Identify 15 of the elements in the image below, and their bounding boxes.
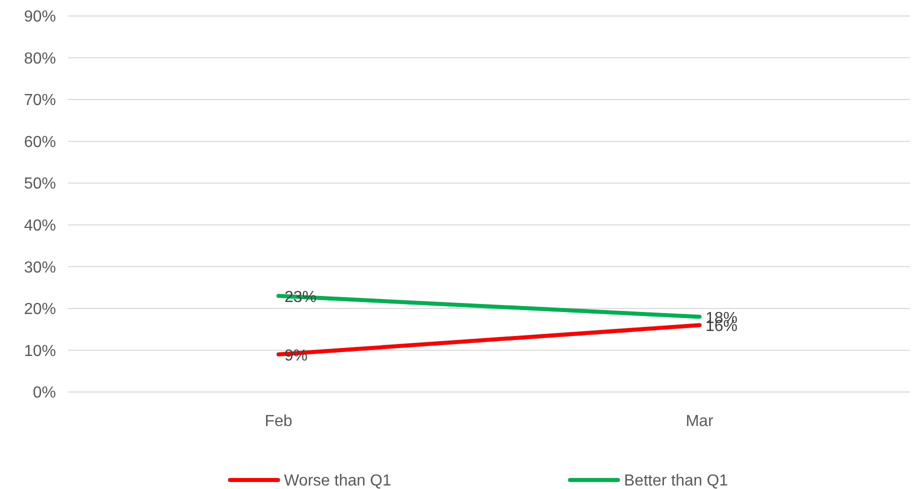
y-tick-label: 90% [24, 8, 56, 26]
y-tick-label: 0% [32, 384, 56, 402]
y-tick-label: 80% [24, 50, 56, 68]
x-tick-label: Feb [264, 413, 292, 430]
y-tick-label: 70% [24, 92, 56, 110]
y-tick-label: 50% [24, 176, 56, 193]
y-tick-label: 30% [24, 259, 56, 276]
x-tick-label: Mar [686, 413, 714, 430]
legend-label: Better than Q1 [624, 472, 728, 489]
y-tick-label: 10% [24, 342, 56, 360]
data-label: 23% [284, 288, 317, 306]
legend-label: Worse than Q1 [284, 472, 392, 489]
y-tick-label: 40% [24, 217, 56, 234]
y-tick-label: 20% [24, 301, 56, 318]
y-tick-label: 60% [24, 134, 56, 151]
